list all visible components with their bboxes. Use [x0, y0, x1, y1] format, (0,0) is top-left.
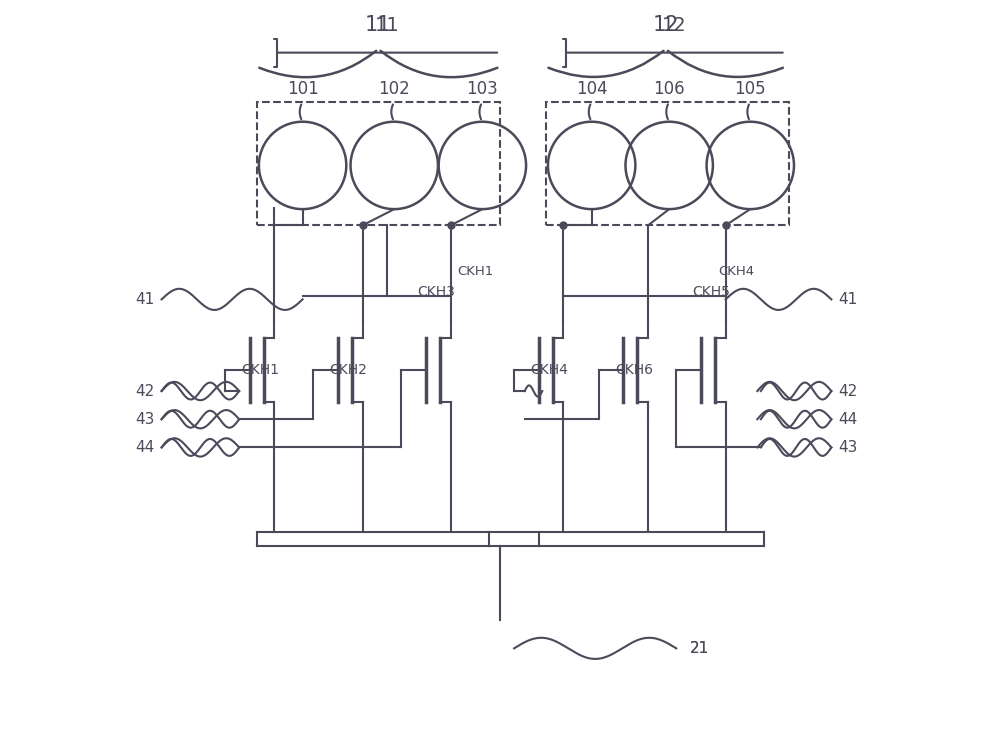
Text: CKH1: CKH1	[241, 363, 279, 377]
Text: 106: 106	[653, 81, 685, 98]
Text: 21: 21	[690, 641, 710, 656]
Text: 11: 11	[375, 16, 400, 35]
Bar	[546, 102, 789, 225]
Text: 11: 11	[365, 15, 392, 35]
Bar	[257, 102, 500, 225]
Text: CKH5: CKH5	[693, 285, 730, 300]
Text: CKH6: CKH6	[615, 363, 653, 377]
Text: 104: 104	[576, 81, 607, 98]
Text: 101: 101	[287, 81, 318, 98]
Text: 44: 44	[838, 411, 858, 427]
Text: CKH1: CKH1	[458, 265, 494, 278]
Text: 41: 41	[838, 292, 858, 307]
Text: 12: 12	[652, 15, 679, 35]
Text: CKH4: CKH4	[530, 363, 568, 377]
Text: 12: 12	[662, 16, 687, 35]
Text: CKH2: CKH2	[329, 363, 367, 377]
Text: 43: 43	[838, 440, 858, 455]
Text: 42: 42	[838, 384, 858, 399]
Text: 41: 41	[135, 292, 155, 307]
Text: CKH4: CKH4	[719, 265, 755, 278]
Text: 105: 105	[734, 81, 766, 98]
Text: 44: 44	[135, 440, 155, 455]
Text: CKH3: CKH3	[418, 285, 455, 300]
Text: 21: 21	[690, 641, 710, 656]
Text: 43: 43	[135, 411, 155, 427]
Text: 103: 103	[466, 81, 498, 98]
Text: 102: 102	[378, 81, 410, 98]
Text: 42: 42	[135, 384, 155, 399]
